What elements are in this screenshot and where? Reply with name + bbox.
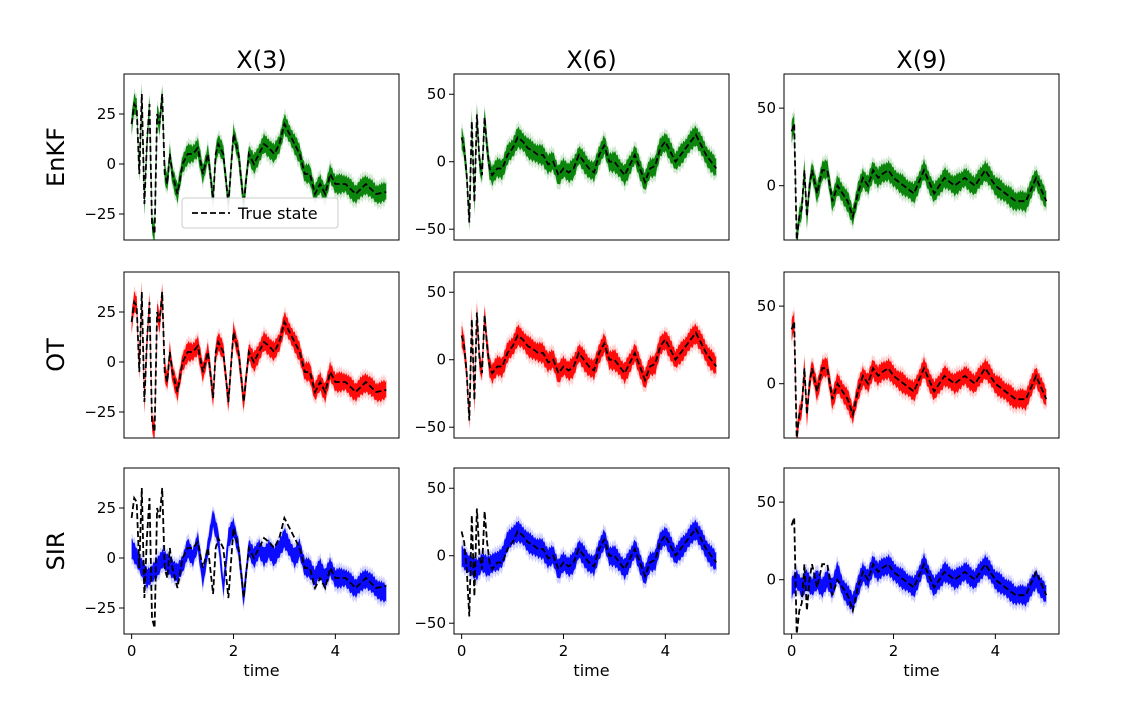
x-tick-label: 0 [127, 642, 137, 660]
ensemble-band [461, 519, 717, 584]
y-tick-label: 50 [427, 85, 446, 103]
panel-sir-x9: 50 0 0 2 4 time [757, 467, 1060, 680]
legend: True state [181, 197, 339, 229]
panel-enkf-x9: 50 0 [757, 73, 1060, 241]
true-state-line [460, 312, 718, 421]
column-title: X(9) [896, 46, 946, 74]
true-state-line [130, 291, 387, 433]
y-tick-label: −25 [84, 205, 116, 223]
y-tick-label: 0 [766, 375, 776, 393]
row-label: EnKF [42, 127, 70, 187]
y-tick-label: −25 [84, 403, 116, 421]
y-tick-label: 0 [106, 155, 116, 173]
axes-frame [453, 271, 730, 439]
panel-sir-x6: 50 0 −50 0 2 4 time [414, 467, 730, 680]
x-tick-label: 4 [331, 642, 341, 660]
x-axis-label: time [903, 661, 939, 680]
y-tick-label: 50 [427, 283, 446, 301]
x-tick-label: 0 [457, 642, 467, 660]
axes-frame [123, 271, 400, 439]
x-tick-label: 2 [559, 642, 569, 660]
true-state-line [130, 93, 387, 235]
axes-frame [783, 271, 1060, 439]
x-axis-label: time [243, 661, 279, 680]
y-tick-label: 0 [436, 153, 446, 171]
y-tick-label: −50 [414, 418, 446, 436]
y-tick-label: −25 [84, 599, 116, 617]
panel-ot-x9: 50 0 [757, 271, 1060, 439]
ensemble-band [131, 282, 387, 438]
x-tick-label: 2 [229, 642, 239, 660]
x-axis-label: time [573, 661, 609, 680]
y-tick-label: 25 [97, 499, 116, 517]
axes-frame [783, 467, 1060, 635]
column-title: X(3) [236, 46, 286, 74]
column-title: X(6) [566, 46, 616, 74]
row-label: OT [42, 338, 70, 372]
panel-ot-x6: 50 0 −50 [414, 271, 730, 439]
ensemble-band [791, 552, 1047, 613]
y-tick-label: 0 [106, 549, 116, 567]
y-tick-label: 25 [97, 105, 116, 123]
x-tick-label: 4 [991, 642, 1001, 660]
row-label: SIR [42, 532, 70, 571]
true-state-line [790, 321, 1048, 438]
x-tick-label: 0 [787, 642, 797, 660]
y-tick-label: 50 [427, 479, 446, 497]
y-tick-label: 0 [766, 177, 776, 195]
y-tick-label: 50 [757, 297, 776, 315]
ensemble-band [131, 510, 387, 607]
panel-ot-x3: 25 0 −25 [84, 271, 400, 439]
y-tick-label: 0 [766, 571, 776, 589]
x-tick-label: 4 [661, 642, 671, 660]
axes-frame [453, 73, 730, 241]
true-state-line [460, 114, 718, 223]
axes-frame [783, 73, 1060, 241]
axes-frame [123, 73, 400, 241]
y-tick-label: 0 [106, 353, 116, 371]
y-tick-label: 50 [757, 493, 776, 511]
panel-sir-x3: 25 0 −25 0 2 4 time [84, 467, 400, 680]
ensemble-band [131, 84, 387, 240]
true-state-line [130, 487, 387, 629]
axes-frame [453, 467, 730, 635]
y-tick-label: −50 [414, 614, 446, 632]
true-state-line [790, 517, 1048, 634]
panel-enkf-x3: 25 0 −25 True state [84, 73, 400, 241]
true-state-line [460, 508, 718, 617]
y-tick-label: 0 [436, 351, 446, 369]
true-state-line [790, 123, 1048, 240]
legend-label: True state [237, 204, 318, 223]
y-tick-label: 0 [436, 547, 446, 565]
y-tick-label: 25 [97, 303, 116, 321]
y-tick-label: −50 [414, 220, 446, 238]
x-tick-label: 2 [889, 642, 899, 660]
panel-enkf-x6: 50 0 −50 [414, 73, 730, 241]
y-tick-label: 50 [757, 99, 776, 117]
axes-frame [123, 467, 400, 635]
